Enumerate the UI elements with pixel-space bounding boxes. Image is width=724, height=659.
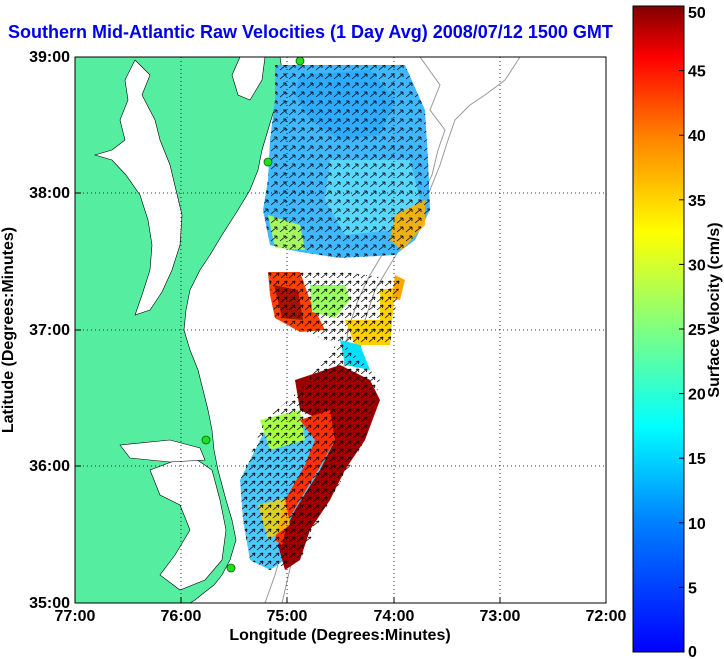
x-tick-label: 73:00 <box>480 608 521 625</box>
colorbar-tick-label: 50 <box>688 5 706 22</box>
y-axis: 39:00 38:00 37:00 36:00 35:00 Latitude (… <box>0 49 81 612</box>
colorbar-tick-label: 25 <box>688 322 706 339</box>
pamlico-sound <box>149 454 227 591</box>
albemarle-sound <box>119 439 206 463</box>
x-tick-label: 75:00 <box>267 608 308 625</box>
radar-station-marker <box>201 435 211 445</box>
colorbar-tick-label: 35 <box>688 193 706 210</box>
radar-station-marker <box>295 57 305 66</box>
x-axis-label: Longitude (Degrees:Minutes) <box>229 627 450 644</box>
velocity-field-south <box>240 340 380 570</box>
y-axis-label: Latitude (Degrees:Minutes) <box>0 227 17 433</box>
colorbar-tick-label: 40 <box>688 128 706 145</box>
colorbar-tick-label: 45 <box>688 64 706 81</box>
y-tick-label: 39:00 <box>29 49 70 66</box>
velocity-field-north <box>263 65 430 258</box>
y-tick-label: 38:00 <box>29 185 70 202</box>
colorbar-gradient <box>632 5 685 653</box>
delaware-bay <box>231 57 266 101</box>
x-tick-label: 77:00 <box>55 608 96 625</box>
y-tick-label: 37:00 <box>29 322 70 339</box>
land-mass <box>75 57 283 603</box>
velocity-field-middle <box>268 272 405 345</box>
x-axis: 77:00 76:00 75:00 74:00 73:00 72:00 Long… <box>55 597 627 644</box>
colorbar-tick-label: 30 <box>688 257 706 274</box>
colorbar-tick-label: 15 <box>688 451 706 468</box>
map-title: Southern Mid-Atlantic Raw Velocities (1 … <box>8 22 613 42</box>
chesapeake-bay <box>93 59 183 316</box>
colorbar-tick-label: 0 <box>688 644 697 659</box>
radar-station-marker <box>226 563 236 573</box>
colorbar-label: Surface Velocity (cm/s) <box>706 222 723 397</box>
colorbar-tick-label: 5 <box>688 580 697 597</box>
x-tick-label: 76:00 <box>161 608 202 625</box>
y-tick-label: 36:00 <box>29 458 70 475</box>
x-tick-label: 72:00 <box>586 608 627 625</box>
colorbar-tick-label: 10 <box>688 516 706 533</box>
y-tick-label: 35:00 <box>29 595 70 612</box>
x-tick-label: 74:00 <box>374 608 415 625</box>
radar-stations <box>201 57 305 573</box>
colorbar-ticks: 0 5 10 15 20 25 30 35 40 45 50 <box>679 5 706 659</box>
colorbar-tick-label: 20 <box>688 387 706 404</box>
radar-station-marker <box>263 157 273 167</box>
colorbar: 0 5 10 15 20 25 30 35 40 45 50 Surface Velocity (c… <box>632 5 723 659</box>
grid-lines <box>75 57 606 603</box>
